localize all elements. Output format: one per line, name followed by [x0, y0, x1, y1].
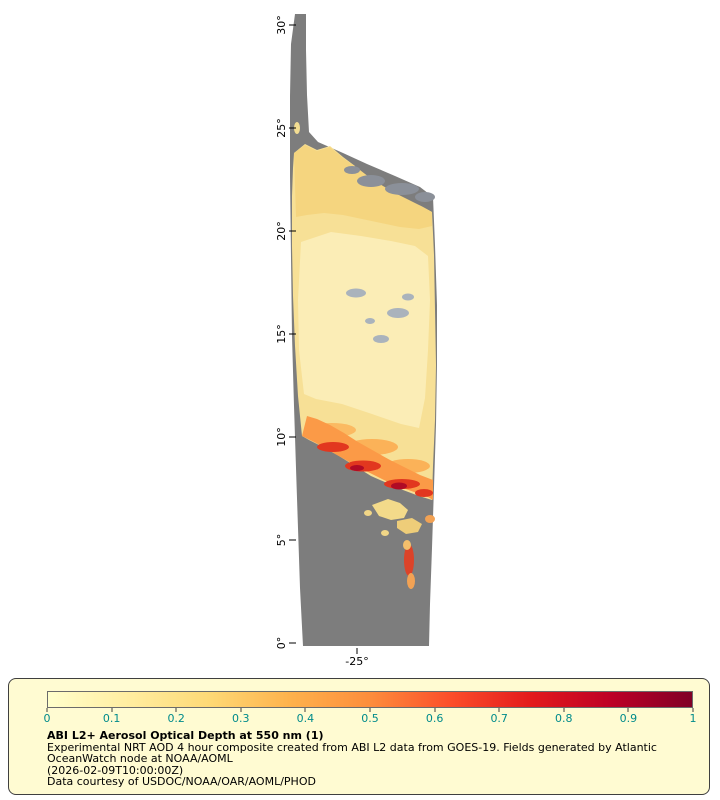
aod-map: 30° 25° 20° 15° 10° 5° 0° -25°	[275, 14, 437, 668]
aod-island	[364, 510, 372, 516]
aod-island	[397, 518, 422, 534]
colorbar-tick-mark	[563, 708, 565, 712]
aod-plume-red	[415, 489, 433, 497]
colorbar-tick-mark	[240, 708, 242, 712]
aod-island-red-streak	[404, 544, 414, 576]
colorbar-tick-label: 0	[43, 712, 51, 725]
legend-credit: Data courtesy of USDOC/NOAA/OAR/AOML/PHO…	[47, 775, 316, 788]
aod-field-light	[298, 232, 430, 428]
aod-plume-darkred	[350, 465, 364, 471]
colorbar-tick-mark	[498, 708, 500, 712]
aod-band-north	[294, 145, 432, 229]
aod-island	[403, 540, 411, 550]
lat-tick-label: 0°	[275, 637, 288, 650]
colorbar-tick-label: 1	[689, 712, 697, 725]
lat-tick-label: 10°	[275, 427, 288, 447]
cloud-gap-light	[387, 308, 409, 318]
colorbar-tick-label: 0.9	[619, 712, 638, 725]
cloud-gap	[415, 192, 435, 202]
colorbar-tick-label: 0.2	[167, 712, 185, 725]
colorbar-tick-mark	[627, 708, 629, 712]
lat-tick-label: 15°	[275, 324, 288, 344]
lon-tick-label: -25°	[345, 655, 368, 668]
cloud-gap	[357, 175, 385, 187]
aod-plume-red	[345, 460, 381, 472]
legend-title: ABI L2+ Aerosol Optical Depth at 550 nm …	[47, 729, 324, 742]
cloud-gap-light	[373, 335, 389, 343]
colorbar-tick-mark	[369, 708, 371, 712]
colorbar-tick-mark	[46, 708, 48, 712]
cloud-gap-light	[402, 293, 414, 301]
colorbar-tick-mark	[434, 708, 436, 712]
cloud-gap-light	[365, 318, 375, 324]
colorbar-tick-label: 0.4	[296, 712, 315, 725]
colorbar-tick-mark	[304, 708, 306, 712]
cloud-gap-light	[346, 288, 366, 298]
aod-island	[372, 499, 408, 520]
colorbar-tick-label: 0.7	[490, 712, 508, 725]
colorbar-tick-label: 0.1	[102, 712, 121, 725]
aod-plume-red	[317, 442, 349, 452]
colorbar	[47, 691, 693, 708]
colorbar-tick-label: 0.5	[361, 712, 379, 725]
colorbar-tick-label: 0.8	[555, 712, 573, 725]
colorbar-tick-label: 0.3	[232, 712, 250, 725]
aod-plume-darkred	[391, 482, 407, 490]
legend-description-line: OceanWatch node at NOAA/AOML	[47, 752, 233, 765]
aod-island	[381, 530, 389, 536]
aod-island	[407, 573, 415, 589]
colorbar-tick-mark	[692, 708, 694, 712]
aod-speck-north	[294, 122, 300, 134]
legend-timestamp: (2026-02-09T10:00:00Z)	[47, 763, 184, 777]
cloud-gap	[344, 166, 360, 174]
legend-panel: 0 0.1 0.2 0.3 0.4 0.5 0.6 0.7 0.8 0.9 1 ABI L2+ Ae…	[8, 678, 710, 795]
lat-tick-label: 5°	[275, 534, 288, 547]
colorbar-ticks: 0 0.1 0.2 0.3 0.4 0.5 0.6 0.7 0.8 0.9 1	[43, 708, 697, 726]
legend-description-line: Experimental NRT AOD 4 hour composite cr…	[47, 740, 657, 754]
colorbar-tick-mark	[175, 708, 177, 712]
legend-text-block: ABI L2+ Aerosol Optical Depth at 550 nm …	[47, 730, 657, 788]
lat-tick-label: 20°	[275, 221, 288, 241]
lat-tick-label: 30°	[275, 15, 288, 35]
aod-island	[425, 515, 435, 523]
colorbar-tick-mark	[111, 708, 113, 712]
cloud-gap	[385, 183, 419, 195]
colorbar-tick-label: 0.6	[425, 712, 444, 725]
aod-plume-orange-band	[302, 416, 433, 500]
lat-tick-label: 25°	[275, 118, 288, 138]
